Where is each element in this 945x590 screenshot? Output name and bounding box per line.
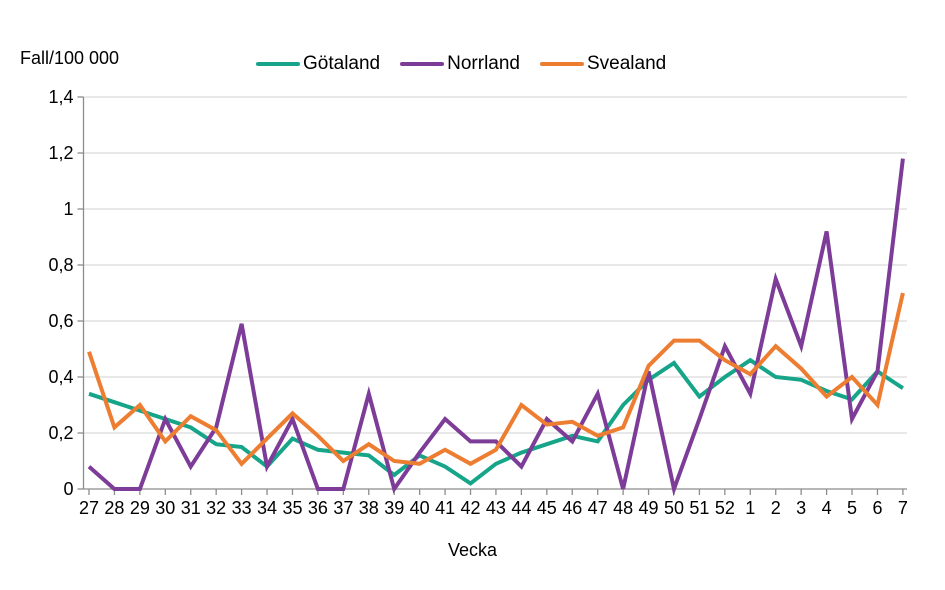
x-tick-label: 45 xyxy=(537,498,557,518)
legend-item-svealand: Svealand xyxy=(540,53,666,75)
legend-item-norrland: Norrland xyxy=(400,53,520,75)
x-tick-label: 30 xyxy=(155,498,175,518)
x-tick-label: 29 xyxy=(130,498,150,518)
x-tick-label: 28 xyxy=(104,498,124,518)
y-tick-label: 1 xyxy=(63,199,73,219)
x-tick-label: 37 xyxy=(333,498,353,518)
y-tick-label: 0 xyxy=(63,479,73,499)
series-line-gotaland xyxy=(88,357,905,486)
x-tick-label: 2 xyxy=(771,498,781,518)
x-tick-label: 46 xyxy=(562,498,582,518)
x-tick-label: 4 xyxy=(822,498,832,518)
legend-label-gotaland: Götaland xyxy=(303,53,381,74)
x-tick-label: 44 xyxy=(511,498,531,518)
x-tick-label: 27 xyxy=(79,498,99,518)
x-tick-label: 5 xyxy=(847,498,857,518)
x-tick-label: 38 xyxy=(359,498,379,518)
y-tick-label: 1,4 xyxy=(48,87,73,107)
y-tick-label: 1,2 xyxy=(48,143,73,163)
legend: Götaland Norrland Svealand xyxy=(256,53,666,75)
x-tick-label: 35 xyxy=(282,498,302,518)
y-tick-label: 0,4 xyxy=(48,367,73,387)
x-tick-label: 6 xyxy=(872,498,882,518)
x-tick-label: 1 xyxy=(745,498,755,518)
x-tick-label: 50 xyxy=(664,498,684,518)
y-tick-label: 0,8 xyxy=(48,255,73,275)
x-tick-label: 52 xyxy=(715,498,735,518)
x-tick-label: 51 xyxy=(689,498,709,518)
x-tick-label: 36 xyxy=(308,498,328,518)
y-tick-label: 0,2 xyxy=(48,423,73,443)
legend-label-norrland: Norrland xyxy=(447,53,520,74)
y-tick-label: 0,6 xyxy=(48,311,73,331)
legend-swatch-svealand xyxy=(540,61,584,67)
legend-swatch-gotaland xyxy=(256,61,300,67)
x-tick-label: 3 xyxy=(796,498,806,518)
legend-label-svealand: Svealand xyxy=(587,53,667,74)
y-axis-title: Fall/100 000 xyxy=(20,48,120,68)
x-tick-label: 41 xyxy=(435,498,455,518)
x-tick-label: 49 xyxy=(639,498,659,518)
legend-swatch-norrland xyxy=(400,61,445,67)
legend-item-gotaland: Götaland xyxy=(256,53,380,75)
x-tick-label: 48 xyxy=(613,498,633,518)
x-tick-label: 34 xyxy=(257,498,277,518)
x-tick-label: 42 xyxy=(461,498,481,518)
series-line-svealand xyxy=(87,292,905,467)
x-tick-label: 7 xyxy=(898,498,908,518)
series-line-norrland xyxy=(87,158,905,497)
x-axis-title: Vecka xyxy=(447,540,498,560)
x-tick-label: 31 xyxy=(181,498,201,518)
x-tick-label: 39 xyxy=(384,498,404,518)
x-tick-label: 43 xyxy=(486,498,506,518)
x-tick-label: 33 xyxy=(232,498,252,518)
x-tick-label: 40 xyxy=(410,498,430,518)
x-tick-label: 32 xyxy=(206,498,226,518)
x-tick-label: 47 xyxy=(588,498,608,518)
